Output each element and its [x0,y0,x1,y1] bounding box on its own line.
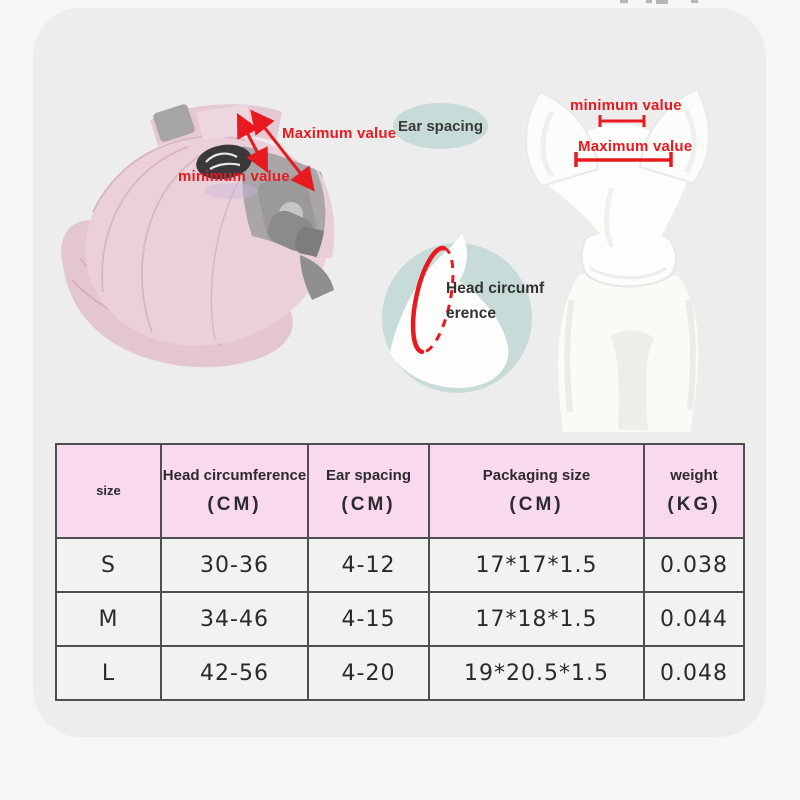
size-table: size Head circumference (CM) Ear spacing… [55,443,745,701]
table-row: L 42-56 4-20 19*20.5*1.5 0.048 [55,645,745,701]
ear-spacing-bubble: Ear spacing [393,103,488,149]
col-header-head-circumference: Head circumference (CM) [160,443,309,539]
head-circumference-illustration [382,234,532,393]
cell-size: M [55,591,162,647]
cell-packaging-size: 19*20.5*1.5 [428,645,645,701]
col-header-weight: weight (KG) [643,443,745,539]
cell-packaging-size: 17*17*1.5 [428,537,645,593]
table-header-row: size Head circumference (CM) Ear spacing… [55,443,745,539]
cell-size: L [55,645,162,701]
circumference-ring-solid [410,245,447,355]
top-edge-artifact [620,0,628,3]
ear-spacing-label: Ear spacing [397,117,484,135]
cap-minimum-label: minimum value [178,168,290,185]
cell-weight: 0.044 [643,591,745,647]
cell-head-circumference: 34-46 [160,591,309,647]
top-edge-artifact [656,0,668,4]
cell-ear-spacing: 4-20 [307,645,430,701]
cell-weight: 0.038 [643,537,745,593]
top-edge-artifact [691,0,698,3]
cap-illustration [61,104,335,368]
dog-minimum-label: minimum value [570,97,682,114]
dog-maximum-label: Maximum value [578,138,693,155]
cell-ear-spacing: 4-12 [307,537,430,593]
circumference-ring-dashed [421,246,455,354]
head-circumference-label: Head circumf erence [446,276,556,326]
col-header-size: size [55,443,162,539]
cell-ear-spacing: 4-15 [307,591,430,647]
head-circumference-label-line1: Head circumf [446,280,545,297]
table-row: M 34-46 4-15 17*18*1.5 0.044 [55,591,745,647]
dog-mannequin-illustration [525,87,710,432]
top-edge-artifact [646,0,652,3]
col-header-ear-spacing: Ear spacing (CM) [307,443,430,539]
cap-max-arrow [250,109,315,192]
cell-weight: 0.048 [643,645,745,701]
cell-head-circumference: 42-56 [160,645,309,701]
head-circumference-label-line2: erence [446,305,496,322]
cap-maximum-label: Maximum value [282,125,397,142]
cell-packaging-size: 17*18*1.5 [428,591,645,647]
cell-size: S [55,537,162,593]
dog-min-ruler [598,115,646,127]
cell-head-circumference: 30-36 [160,537,309,593]
dog-max-ruler [574,152,673,167]
illustration-canvas [61,87,710,432]
col-header-packaging-size: Packaging size (CM) [428,443,645,539]
table-row: S 30-36 4-12 17*17*1.5 0.038 [55,537,745,593]
